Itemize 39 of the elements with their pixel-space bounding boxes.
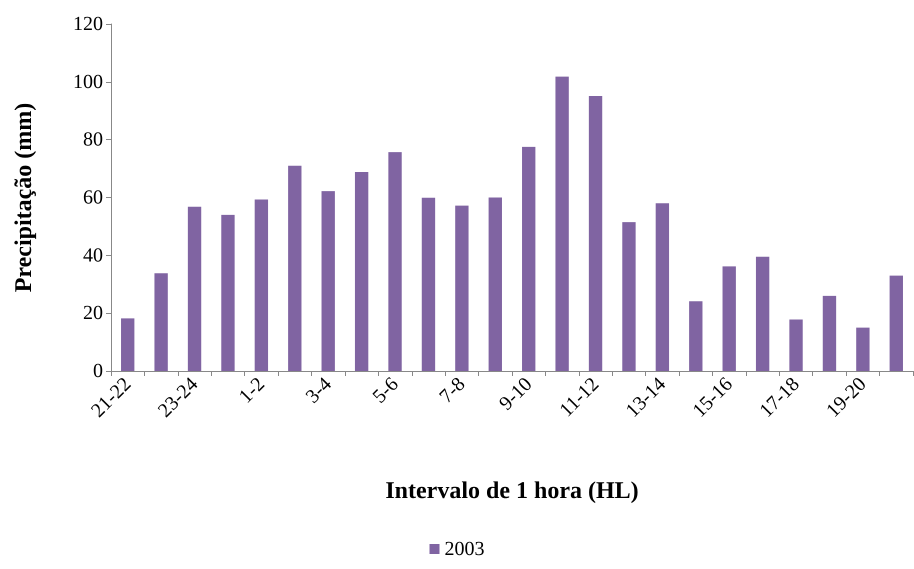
- bar: [789, 320, 803, 371]
- y-tick-label: 40: [83, 244, 103, 266]
- x-axis-title: Intervalo de 1 hora (HL): [385, 478, 639, 504]
- y-tick-label: 0: [93, 360, 103, 382]
- bar: [856, 328, 870, 371]
- bar: [354, 172, 368, 371]
- bar: [322, 191, 335, 371]
- x-tick-label: 7-8: [435, 373, 470, 408]
- bar: [422, 198, 436, 371]
- x-tick-label: 3-4: [302, 373, 336, 408]
- bar: [388, 152, 402, 371]
- y-tick-label: 80: [83, 128, 103, 151]
- y-tick-label: 100: [73, 70, 103, 93]
- bar: [756, 256, 770, 371]
- bar: [254, 200, 268, 371]
- bar: [121, 318, 134, 371]
- bar: [622, 222, 636, 371]
- bar: [455, 206, 469, 371]
- bar: [488, 198, 502, 371]
- bar: [555, 76, 569, 371]
- bar: [890, 276, 903, 371]
- x-tick-label: 5-6: [368, 373, 403, 408]
- bar: [522, 146, 536, 371]
- bar: [722, 266, 736, 371]
- legend-label: 2003: [444, 538, 484, 560]
- y-tick-label: 60: [83, 186, 103, 208]
- x-tick-label: 1-2: [234, 373, 270, 408]
- bar: [588, 96, 602, 371]
- bar: [656, 203, 670, 371]
- bar: [288, 166, 302, 371]
- bar: [822, 296, 836, 371]
- bar: [221, 214, 235, 371]
- y-tick-label: 20: [83, 302, 103, 324]
- x-tick-label: 9-10: [495, 373, 536, 415]
- y-axis-title: Precipitação (mm): [11, 102, 37, 292]
- bar: [154, 273, 168, 371]
- bar: [689, 301, 702, 371]
- bar: [188, 206, 202, 371]
- y-tick-label: 120: [73, 13, 103, 35]
